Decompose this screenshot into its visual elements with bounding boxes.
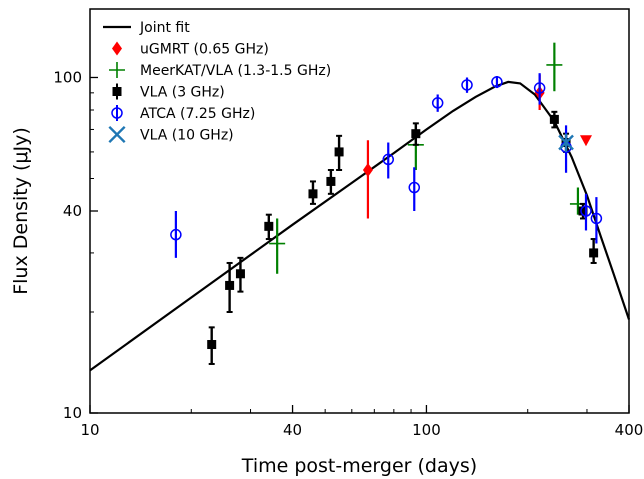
x-tick-label: 100 xyxy=(412,421,441,439)
series-2-point xyxy=(235,269,245,279)
legend-label: MeerKAT/VLA (1.3-1.5 GHz) xyxy=(140,63,331,79)
legend-label: VLA (10 GHz) xyxy=(140,128,234,144)
series-3-point xyxy=(590,212,603,225)
legend-label: ATCA (7.25 GHz) xyxy=(140,106,255,122)
series-4-point xyxy=(558,134,574,151)
series-2-point xyxy=(207,340,217,350)
legend-label: VLA (3 GHz) xyxy=(140,85,225,101)
x-tick-label: 10 xyxy=(80,421,99,439)
legend-entry: VLA (3 GHz) xyxy=(112,83,225,101)
legend-label: uGMRT (0.65 GHz) xyxy=(140,42,269,58)
series-2-point xyxy=(411,129,421,139)
series-3-point xyxy=(533,82,546,94)
series-2-group xyxy=(207,110,599,365)
series-2-point xyxy=(308,189,318,199)
legend-swatch-marker xyxy=(109,62,125,78)
x-tick-label: 400 xyxy=(615,421,644,439)
series-3-point xyxy=(461,79,473,91)
series-3-point xyxy=(382,153,395,166)
series-2-point xyxy=(225,280,235,290)
series-0-point xyxy=(362,162,373,177)
series-3-point xyxy=(580,205,592,217)
series-2-point xyxy=(264,221,274,231)
series-0-upper-limit xyxy=(579,135,592,147)
legend-entry: MeerKAT/VLA (1.3-1.5 GHz) xyxy=(109,62,331,79)
joint-fit-line xyxy=(89,80,631,372)
series-4-group xyxy=(558,133,574,152)
x-tick-label: 40 xyxy=(283,421,302,439)
axes-group: 10 40 100 400 10 40 100 xyxy=(53,68,643,439)
data-points-group xyxy=(170,42,603,365)
series-2-point xyxy=(326,176,336,186)
series-3-point xyxy=(408,181,421,194)
legend-swatch-marker xyxy=(108,125,126,144)
series-1-point xyxy=(269,235,286,252)
legend-entry: Joint fit xyxy=(103,20,190,36)
series-2-point xyxy=(334,147,344,157)
series-2-point xyxy=(589,248,599,258)
y-tick-label: 40 xyxy=(63,202,82,220)
legend-entry: VLA (10 GHz) xyxy=(108,125,234,144)
legend-label: Joint fit xyxy=(139,20,190,36)
y-tick-label: 10 xyxy=(63,404,82,422)
series-1-point xyxy=(546,56,563,73)
legend-swatch-marker xyxy=(111,107,123,119)
legend: Joint fit uGMRT (0.65 GHz) MeerKAT/VLA (1.… xyxy=(103,20,331,144)
y-axis-title: Flux Density (μJy) xyxy=(10,127,32,295)
y-tick-label: 100 xyxy=(53,68,82,86)
series-3-point xyxy=(431,97,444,109)
legend-swatch-marker xyxy=(112,87,122,96)
series-3-point xyxy=(491,76,503,88)
legend-entry: ATCA (7.25 GHz) xyxy=(111,105,255,122)
legend-swatch-marker xyxy=(112,41,122,56)
legend-entry: uGMRT (0.65 GHz) xyxy=(112,41,269,58)
series-2-point xyxy=(578,206,588,216)
series-2-point xyxy=(549,114,559,124)
x-axis-title: Time post-merger (days) xyxy=(241,455,477,477)
series-3-point xyxy=(170,228,182,241)
series-3-group xyxy=(170,73,603,258)
joint-fit-curve-group xyxy=(89,80,631,372)
